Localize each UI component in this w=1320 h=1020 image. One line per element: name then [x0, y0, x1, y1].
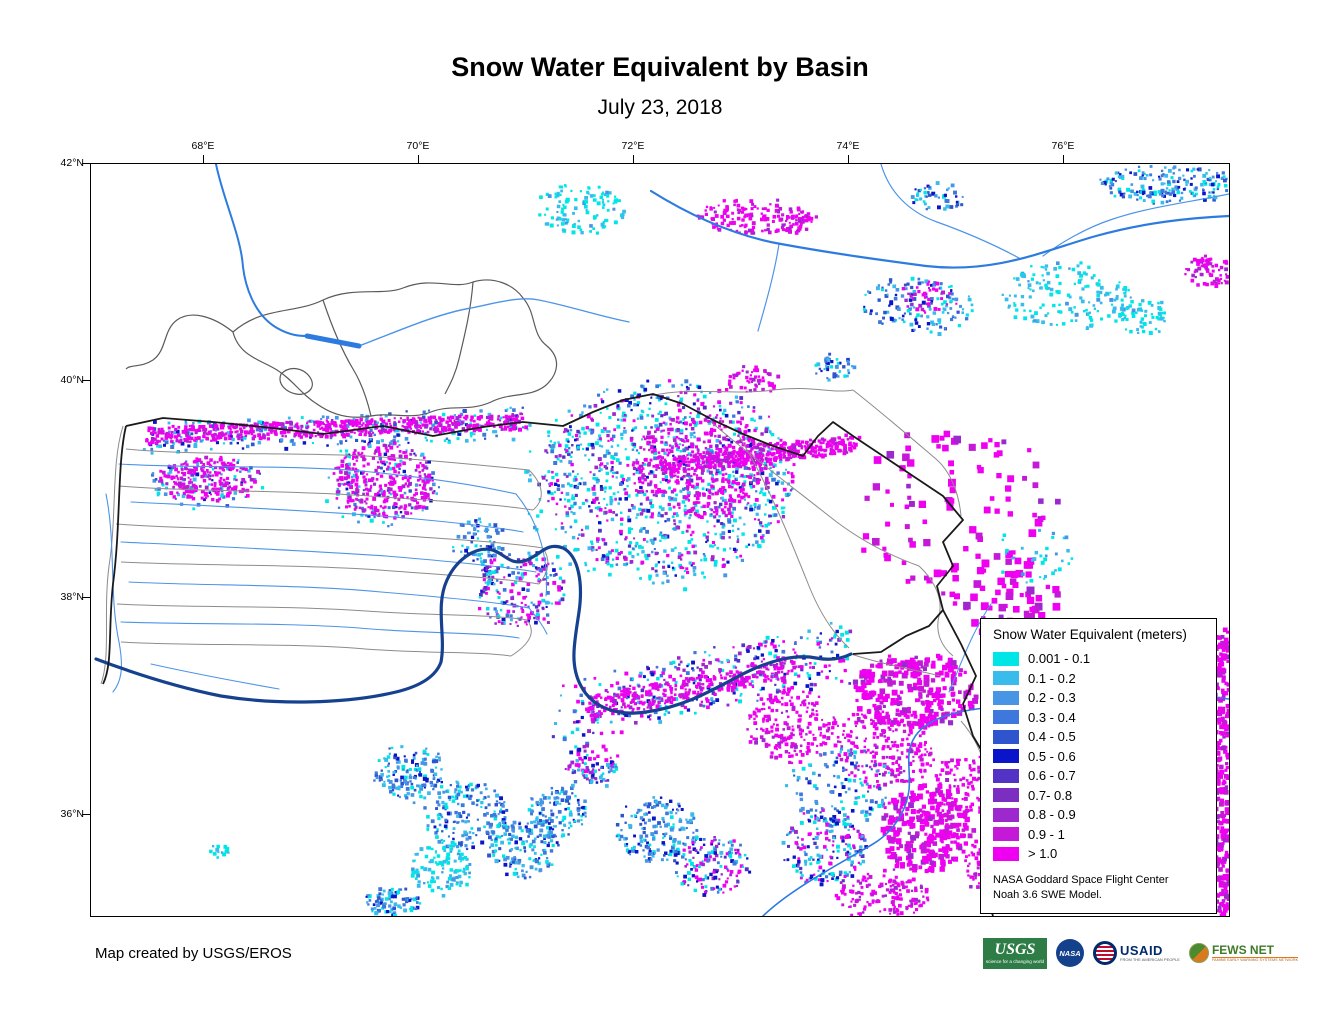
- fewsnet-globe-icon: [1188, 943, 1209, 963]
- map-title: Snow Water Equivalent by Basin: [451, 52, 869, 82]
- longitude-tick-label: 70°E: [406, 140, 430, 152]
- naryn-river: [649, 189, 1229, 269]
- legend-item: 0.4 - 0.5: [993, 727, 1206, 747]
- latitude-tick-mark: [82, 163, 90, 164]
- legend-item-label: 0.001 - 0.1: [1028, 651, 1091, 667]
- legend-item-label: 0.2 - 0.3: [1028, 690, 1076, 706]
- legend-title: Snow Water Equivalent (meters): [993, 627, 1187, 642]
- map-canvas: [94, 164, 1229, 916]
- longitude-tick-label: 72°E: [621, 140, 645, 152]
- legend-item-label: 0.6 - 0.7: [1028, 768, 1076, 784]
- nasa-logo: NASA: [1056, 939, 1084, 967]
- longitude-tick-mark: [1063, 155, 1064, 163]
- longitude-tick-mark: [418, 155, 419, 163]
- legend-swatch: [993, 807, 1019, 822]
- latitude-tick-mark: [82, 380, 90, 381]
- nasa-logo-text: NASA: [1059, 948, 1081, 958]
- footer-logos: USGS science for a changing world NASA U…: [983, 935, 1299, 971]
- legend-item: 0.3 - 0.4: [993, 708, 1206, 728]
- usgs-logo-tagline: science for a changing world: [985, 959, 1045, 965]
- legend-item-label: 0.5 - 0.6: [1028, 748, 1076, 764]
- legend-item: 0.9 - 1: [993, 825, 1206, 845]
- longitude-tick-mark: [203, 155, 204, 163]
- legend-swatch: [993, 710, 1019, 725]
- legend-swatch: [993, 846, 1019, 861]
- legend-item-label: 0.9 - 1: [1028, 826, 1065, 842]
- legend-swatch: [993, 729, 1019, 744]
- longitude-tick-label: 76°E: [1051, 140, 1075, 152]
- syr-darya-river: [215, 164, 308, 337]
- snow-raster-layer: [142, 165, 1229, 916]
- legend-swatch: [993, 768, 1019, 783]
- reservoir-segment: [304, 333, 362, 349]
- legend-item-label: > 1.0: [1028, 846, 1058, 862]
- map-credit: Map created by USGS/EROS: [95, 945, 292, 962]
- map-subtitle: July 23, 2018: [597, 96, 723, 119]
- legend-item-label: 0.4 - 0.5: [1028, 729, 1076, 745]
- fewsnet-logo: FEWS NET FAMINE EARLY WARNING SYSTEMS NE…: [1188, 943, 1299, 963]
- north-basin-boundary: [125, 279, 558, 418]
- legend-item-label: 0.8 - 0.9: [1028, 807, 1076, 823]
- usaid-logo-text: USAID: [1120, 942, 1163, 958]
- usgs-logo-text: USGS: [994, 940, 1036, 958]
- legend-item-label: 0.1 - 0.2: [1028, 670, 1076, 686]
- map-frame: Snow Water Equivalent (meters) 0.001 - 0…: [90, 163, 1230, 917]
- legend-swatch: [993, 690, 1019, 705]
- legend-note-line2: Noah 3.6 SWE Model.: [993, 888, 1102, 901]
- latitude-tick-label: 40°N: [60, 374, 84, 386]
- fewsnet-logo-text: FEWS NET: [1211, 944, 1299, 958]
- longitude-tick-label: 68°E: [191, 140, 215, 152]
- latitude-tick-label: 42°N: [60, 157, 84, 169]
- sub-basin-boundaries: [100, 387, 988, 805]
- usgs-logo: USGS science for a changing world: [983, 937, 1047, 969]
- panj-river: [94, 544, 853, 715]
- legend-swatch: [993, 651, 1019, 666]
- legend-item: 0.8 - 0.9: [993, 805, 1206, 825]
- legend-item: 0.2 - 0.3: [993, 688, 1206, 708]
- legend-item-label: 0.3 - 0.4: [1028, 709, 1076, 725]
- legend-swatch: [993, 749, 1019, 764]
- longitude-tick-mark: [848, 155, 849, 163]
- longitude-tick-label: 74°E: [836, 140, 860, 152]
- legend-items: 0.001 - 0.1 0.1 - 0.2 0.2 - 0.3 0.3 - 0.4 0.…: [993, 649, 1206, 864]
- latitude-tick-mark: [82, 814, 90, 815]
- legend-swatch: [993, 788, 1019, 803]
- legend-item: > 1.0: [993, 844, 1206, 864]
- longitude-tick-mark: [633, 155, 634, 163]
- latitude-tick-label: 38°N: [60, 591, 84, 603]
- legend-item: 0.001 - 0.1: [993, 649, 1206, 669]
- legend-item: 0.1 - 0.2: [993, 669, 1206, 689]
- legend-item-label: 0.7- 0.8: [1028, 787, 1073, 803]
- fewsnet-logo-tagline: FAMINE EARLY WARNING SYSTEMS NETWORK: [1211, 957, 1299, 962]
- legend-swatch: [993, 671, 1019, 686]
- latitude-tick-label: 36°N: [60, 808, 84, 820]
- legend-item: 0.6 - 0.7: [993, 766, 1206, 786]
- legend-swatch: [993, 827, 1019, 842]
- legend-note: NASA Goddard Space Flight Center Noah 3.…: [993, 873, 1206, 904]
- legend-item: 0.7- 0.8: [993, 786, 1206, 806]
- usaid-seal-icon: [1093, 941, 1117, 965]
- latitude-tick-mark: [82, 597, 90, 598]
- legend: Snow Water Equivalent (meters) 0.001 - 0…: [980, 618, 1217, 915]
- usaid-logo-tagline: FROM THE AMERICAN PEOPLE: [1120, 957, 1180, 963]
- usaid-logo: USAID FROM THE AMERICAN PEOPLE: [1093, 941, 1180, 965]
- rivers: [105, 164, 1229, 693]
- legend-note-line1: NASA Goddard Space Flight Center: [993, 873, 1169, 886]
- legend-item: 0.5 - 0.6: [993, 747, 1206, 767]
